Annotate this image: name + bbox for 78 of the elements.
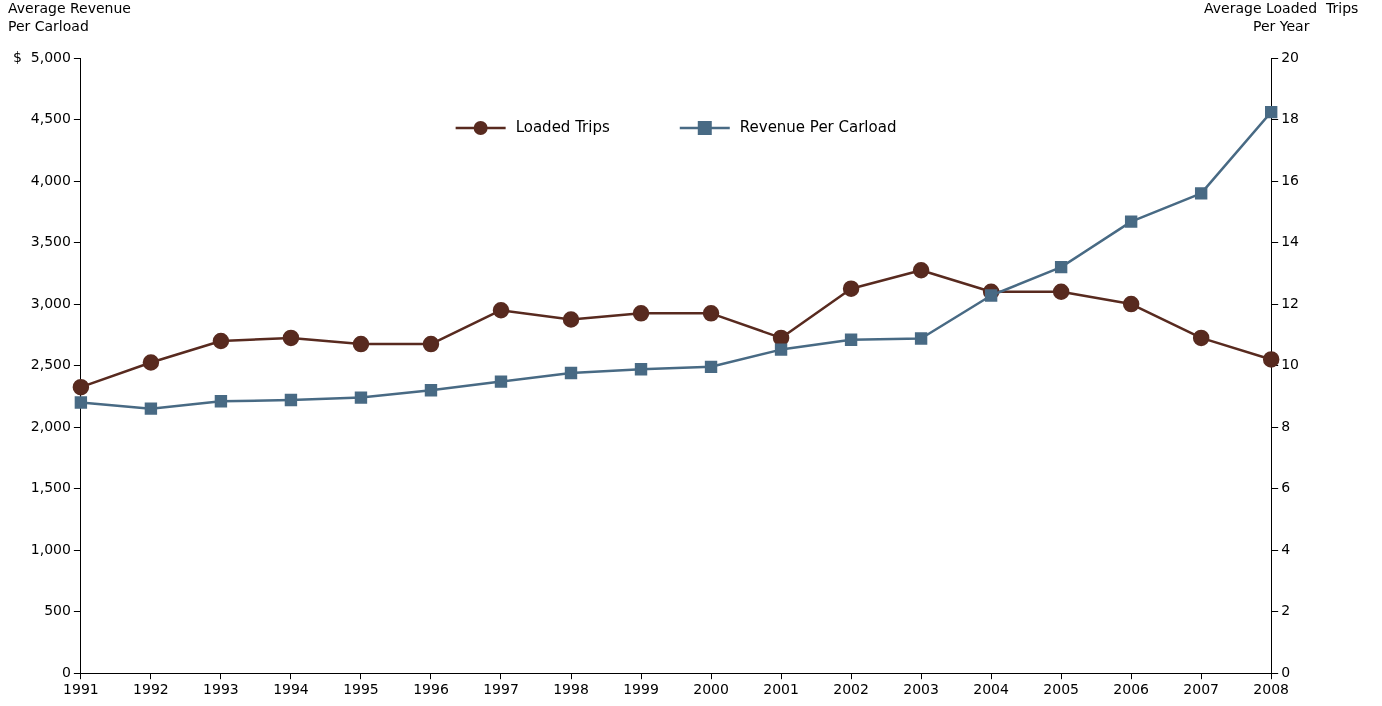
x-tick-label: 2006 bbox=[1113, 681, 1150, 698]
point bbox=[424, 384, 438, 397]
y2-tick-label: 10 bbox=[1281, 356, 1300, 373]
y-tick-label: 1,000 bbox=[30, 540, 71, 557]
point bbox=[1124, 215, 1138, 228]
point bbox=[632, 305, 650, 322]
point bbox=[494, 375, 508, 388]
point bbox=[1194, 187, 1208, 200]
point bbox=[144, 402, 158, 415]
x-tick-label: 1998 bbox=[553, 681, 589, 698]
x-tick-label: 1997 bbox=[483, 681, 519, 698]
y2-tick-label: 12 bbox=[1281, 294, 1300, 311]
point bbox=[1262, 351, 1280, 368]
y-tick-label: 3,500 bbox=[30, 233, 71, 250]
x-tick-label: 2007 bbox=[1183, 681, 1219, 698]
y-tick-label: 2,500 bbox=[30, 356, 71, 373]
point bbox=[352, 335, 370, 353]
point bbox=[844, 333, 858, 346]
y2-tick-label: 8 bbox=[1281, 417, 1291, 434]
point bbox=[564, 366, 578, 380]
point bbox=[1192, 329, 1210, 347]
y-tick-label: 3,000 bbox=[30, 294, 71, 311]
point bbox=[1052, 283, 1070, 301]
y2-tick-label: 20 bbox=[1281, 48, 1300, 65]
y-axis-title: Average Revenue Per Carload bbox=[8, 0, 131, 34]
x-tick-label: 1991 bbox=[63, 681, 99, 698]
point bbox=[142, 354, 160, 371]
y2-tick-label: 0 bbox=[1281, 663, 1291, 680]
legend-label: Revenue Per Carload bbox=[739, 117, 897, 136]
x-tick-label: 2004 bbox=[973, 681, 1010, 698]
point bbox=[492, 301, 510, 319]
x-tick-label: 2000 bbox=[693, 681, 729, 698]
y2-tick-label: 18 bbox=[1281, 110, 1300, 127]
point bbox=[282, 329, 300, 347]
point bbox=[704, 360, 718, 374]
y2-tick-label: 14 bbox=[1281, 233, 1300, 250]
x-tick-label: 2008 bbox=[1253, 681, 1290, 698]
point bbox=[562, 311, 580, 328]
point bbox=[842, 280, 860, 297]
y-tick-label: 500 bbox=[44, 602, 71, 619]
point bbox=[1264, 105, 1278, 119]
point bbox=[914, 332, 928, 345]
point bbox=[634, 363, 648, 376]
y-tick-label: 2,000 bbox=[30, 417, 71, 434]
y2-axis-title: Average Loaded Trips Per Year bbox=[1204, 0, 1359, 34]
y-tick-label: 4,500 bbox=[30, 110, 71, 127]
point bbox=[212, 332, 230, 350]
x-tick-label: 2005 bbox=[1043, 681, 1079, 698]
y2-tick-label: 16 bbox=[1281, 171, 1300, 188]
legend-label: Loaded Trips bbox=[515, 117, 610, 136]
y-tick-label: 0 bbox=[61, 663, 71, 680]
point bbox=[284, 393, 298, 407]
point bbox=[774, 343, 788, 356]
y2-tick-label: 2 bbox=[1281, 602, 1291, 619]
point bbox=[1054, 260, 1068, 274]
x-tick-label: 2002 bbox=[833, 681, 869, 698]
x-tick-label: 1993 bbox=[203, 681, 239, 698]
point bbox=[702, 305, 720, 322]
y-tick-label: 4,000 bbox=[30, 171, 71, 188]
x-tick-label: 1996 bbox=[413, 681, 449, 698]
point bbox=[422, 335, 440, 353]
x-tick-label: 2003 bbox=[903, 681, 939, 698]
y-tick-label: $ 5,000 bbox=[13, 48, 71, 65]
y2-tick-label: 6 bbox=[1281, 479, 1291, 496]
y2-tick-label: 4 bbox=[1281, 540, 1291, 557]
x-tick-label: 1994 bbox=[273, 681, 309, 698]
point bbox=[214, 395, 228, 408]
point bbox=[354, 391, 368, 404]
x-tick-label: 2001 bbox=[763, 681, 799, 698]
point bbox=[912, 261, 930, 279]
point bbox=[984, 289, 998, 302]
point bbox=[72, 378, 90, 396]
y-tick-label: 1,500 bbox=[30, 479, 71, 496]
x-tick-label: 1995 bbox=[343, 681, 379, 698]
point bbox=[1122, 295, 1140, 313]
point bbox=[74, 396, 88, 409]
x-tick-label: 1992 bbox=[133, 681, 169, 698]
x-tick-label: 1999 bbox=[623, 681, 659, 698]
